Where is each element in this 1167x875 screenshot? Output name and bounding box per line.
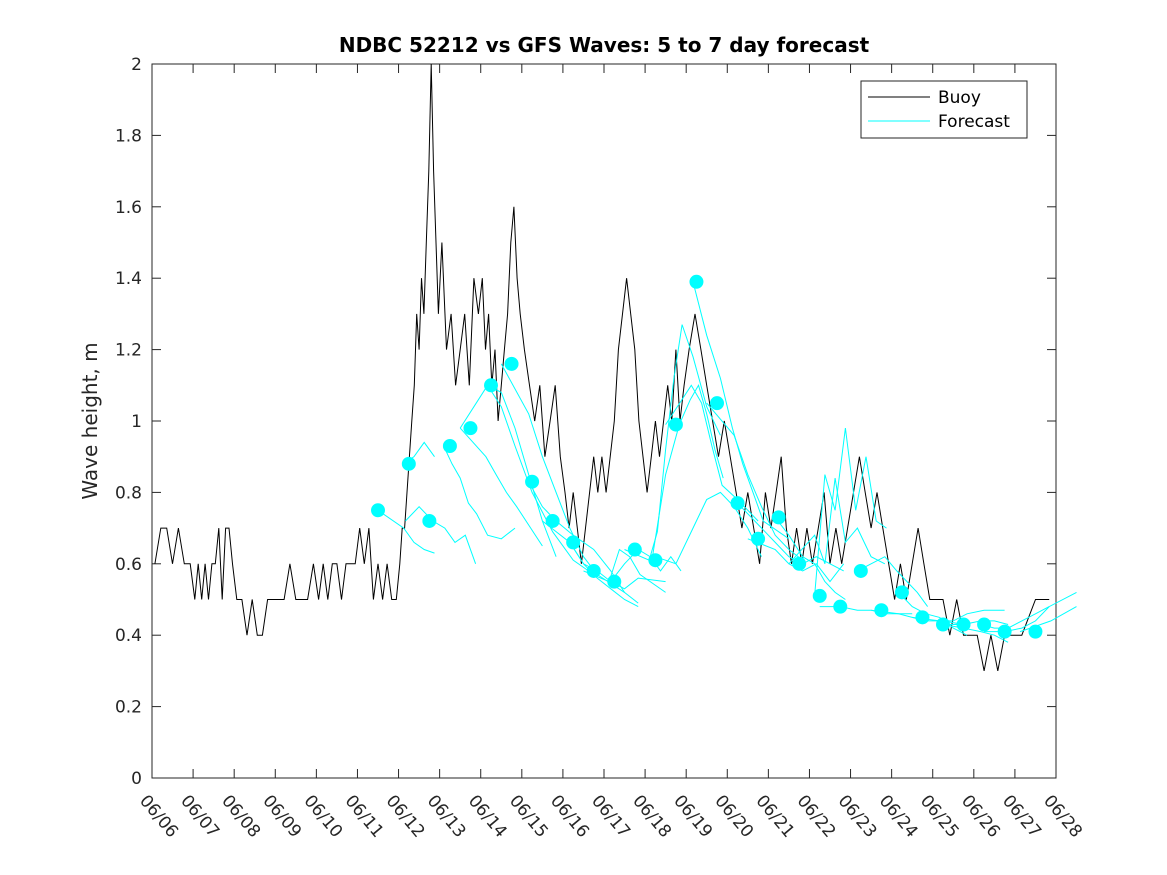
forecast-line (583, 548, 666, 593)
forecast-line (651, 384, 724, 561)
forecast-marker (853, 563, 868, 578)
forecast-marker (484, 378, 498, 393)
forecast-marker (997, 624, 1012, 639)
x-tick-label: 06/08 (217, 791, 264, 841)
x-tick-label: 06/28 (1039, 791, 1086, 841)
legend-label-forecast: Forecast (938, 112, 1010, 132)
x-tick-label: 06/13 (423, 791, 470, 841)
x-tick-label: 06/26 (957, 791, 1004, 841)
forecast-marker (874, 603, 889, 618)
x-tick-label: 06/12 (382, 791, 429, 841)
forecast-marker (442, 438, 457, 453)
y-tick-label: 0.8 (115, 483, 142, 503)
forecast-marker (668, 417, 683, 432)
forecast-marker (894, 585, 909, 600)
forecast-marker (504, 356, 519, 371)
x-tick-label: 06/23 (834, 791, 881, 841)
forecast-marker (956, 617, 971, 632)
forecast-marker (915, 610, 930, 625)
forecast-line (1019, 606, 1077, 633)
forecast-marker (566, 535, 581, 550)
plot-area: 00.20.40.60.811.21.41.61.8206/0606/0706/… (115, 55, 1086, 842)
y-tick-label: 1 (131, 412, 142, 432)
x-tick-label: 06/09 (258, 791, 305, 841)
forecast-line (912, 609, 1005, 622)
forecast-marker (422, 513, 437, 528)
forecast-line (655, 491, 762, 565)
forecast-line (774, 517, 846, 600)
x-tick-label: 06/27 (998, 791, 1045, 841)
x-tick-label: 06/17 (587, 791, 634, 841)
forecast-line (814, 428, 887, 596)
forecast-line (528, 481, 639, 604)
forecast-line (980, 606, 1050, 629)
forecast-marker (545, 513, 560, 528)
y-tick-label: 2 (131, 55, 142, 75)
legend-box (860, 80, 1028, 139)
forecast-line (405, 505, 477, 564)
y-axis-label: Wave height, m (78, 342, 102, 499)
forecast-line (706, 402, 803, 561)
x-tick-label: 06/11 (341, 791, 388, 841)
x-tick-label: 06/07 (176, 791, 223, 841)
forecast-marker (751, 531, 766, 546)
x-tick-label: 06/21 (752, 791, 799, 841)
forecast-marker (977, 617, 992, 632)
forecast-line (788, 478, 886, 565)
legend-label-buoy: Buoy (938, 88, 981, 108)
y-tick-label: 1.4 (115, 269, 142, 289)
forecast-line (942, 624, 1009, 643)
series-line-buoy (154, 63, 1050, 671)
x-tick-label: 06/20 (710, 791, 757, 841)
forecast-marker (371, 503, 385, 518)
x-tick-label: 06/16 (546, 791, 593, 841)
y-tick-label: 0.2 (115, 698, 142, 718)
x-tick-label: 06/24 (875, 791, 922, 841)
forecast-line (857, 556, 929, 607)
forecast-marker (463, 421, 478, 436)
x-tick-label: 06/10 (300, 791, 347, 841)
forecast-line (459, 427, 543, 547)
forecast-marker (936, 617, 950, 632)
forecast-marker (730, 496, 745, 511)
forecast-marker (710, 396, 724, 411)
x-tick-label: 06/25 (916, 791, 963, 841)
forecast-line (898, 592, 968, 636)
forecast-marker (525, 474, 540, 489)
forecast-marker (771, 510, 786, 525)
forecast-marker (812, 588, 827, 603)
forecast-marker (833, 599, 848, 614)
forecast-line (377, 509, 435, 554)
y-tick-label: 1.2 (115, 341, 142, 361)
x-tick-label: 06/18 (628, 791, 675, 841)
forecast-line (747, 538, 845, 583)
y-tick-label: 1.6 (115, 198, 142, 218)
forecast-marker (401, 456, 416, 471)
legend: Buoy Forecast (860, 80, 1028, 139)
forecast-marker (586, 563, 601, 578)
forecast-line (443, 445, 516, 540)
forecast-marker (648, 553, 663, 568)
x-tick-label: 06/06 (135, 791, 182, 841)
forecast-marker (1028, 624, 1043, 639)
x-tick-label: 06/19 (669, 791, 716, 841)
forecast-marker (792, 556, 807, 571)
y-tick-label: 0 (131, 769, 142, 789)
chart-title: NDBC 52212 vs GFS Waves: 5 to 7 day fore… (339, 33, 870, 57)
y-tick-label: 0.4 (115, 626, 142, 646)
forecast-line (624, 324, 721, 561)
forecast-marker (689, 274, 704, 289)
y-tick-label: 1.8 (115, 126, 142, 146)
forecast-line (487, 385, 594, 575)
forecast-marker (627, 542, 642, 557)
x-tick-label: 06/15 (505, 791, 552, 841)
y-tick-label: 0.6 (115, 555, 142, 575)
x-tick-label: 06/14 (464, 791, 511, 841)
axes-box (151, 63, 1057, 779)
forecast-marker (607, 574, 622, 589)
x-tick-label: 06/22 (793, 791, 840, 841)
